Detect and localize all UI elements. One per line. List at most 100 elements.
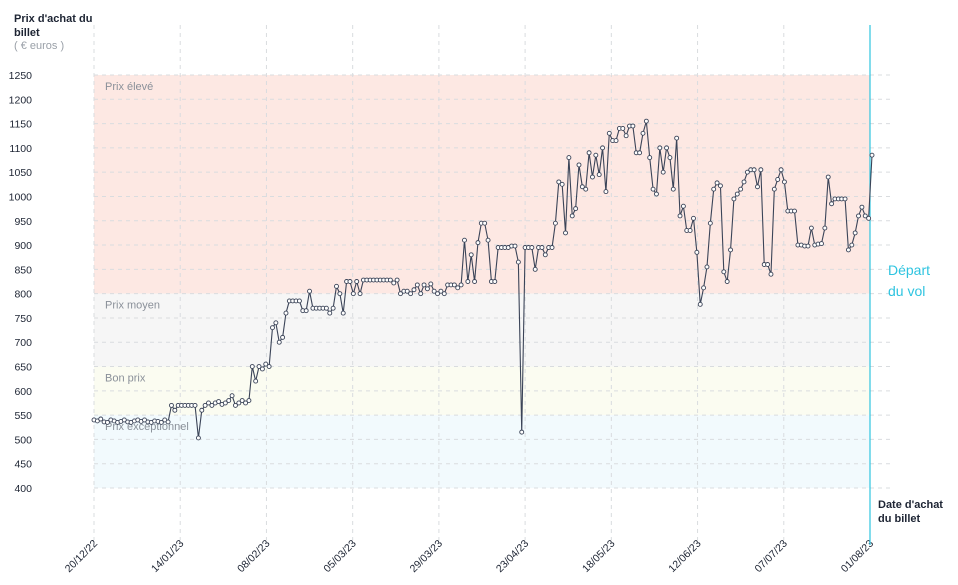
y-tick-label: 1000: [9, 191, 33, 203]
price-point: [199, 407, 205, 413]
price-point: [307, 288, 312, 294]
price-point: [778, 167, 784, 173]
price-point: [542, 252, 548, 258]
price-point: [485, 237, 491, 243]
price-point: [334, 283, 339, 289]
price-point: [98, 416, 104, 422]
price-point: [222, 400, 228, 406]
x-tick-label: 23/04/23: [494, 538, 531, 575]
price-series: [91, 118, 875, 441]
price-point: [158, 419, 164, 425]
price-point: [243, 400, 249, 406]
price-point: [664, 145, 670, 151]
price-point: [596, 172, 602, 178]
y-tick-label: 450: [14, 459, 32, 471]
x-tick-label: 12/06/23: [666, 538, 703, 575]
price-point: [667, 155, 673, 161]
price-point: [866, 215, 872, 221]
price-point: [771, 186, 777, 192]
price-point: [647, 155, 653, 161]
x-axis-ticks: 20/12/22 14/01/23 08/02/23 05/03/23 29/03/23…: [63, 538, 876, 575]
price-point: [259, 366, 265, 372]
price-point: [482, 220, 488, 226]
x-tick-label: 29/03/23: [408, 538, 445, 575]
price-point: [694, 249, 700, 255]
price-point: [590, 174, 595, 180]
price-point: [691, 215, 696, 221]
price-point: [303, 308, 309, 314]
x-tick-label: 20/12/22: [63, 538, 100, 575]
price-point: [475, 240, 481, 246]
price-point: [569, 213, 575, 219]
price-point: [239, 398, 245, 403]
price-point: [266, 364, 272, 369]
x-tick-label: 18/05/23: [580, 538, 617, 575]
price-point: [206, 400, 211, 406]
y-tick-label: 600: [14, 386, 32, 398]
price-point: [869, 152, 875, 158]
y-tick-label: 900: [14, 240, 32, 252]
price-point: [829, 201, 835, 207]
price-point: [620, 125, 626, 131]
price-point: [209, 402, 215, 408]
zone-label: Prix moyen: [105, 300, 160, 312]
price-point: [755, 184, 760, 190]
y-tick-label: 700: [14, 337, 32, 349]
price-point: [674, 135, 680, 141]
price-point: [458, 282, 464, 288]
price-point: [711, 186, 717, 192]
x-tick-label: 01/08/23: [839, 538, 876, 575]
price-point: [398, 291, 403, 297]
price-point: [515, 259, 521, 265]
zone-band: [94, 293, 870, 367]
y-tick-label: 1150: [9, 119, 32, 131]
price-point: [283, 310, 289, 316]
price-point: [105, 419, 110, 425]
price-point: [583, 186, 589, 192]
price-point: [640, 130, 646, 136]
price-point: [431, 288, 437, 294]
price-point: [421, 282, 427, 288]
price-point: [701, 285, 707, 291]
price-point: [229, 393, 235, 399]
price-point: [822, 225, 828, 231]
price-point: [357, 291, 363, 297]
price-point: [169, 402, 174, 408]
price-point: [660, 169, 666, 175]
price-point: [330, 305, 336, 311]
price-point: [468, 252, 474, 258]
price-point: [559, 181, 565, 187]
price-point: [411, 287, 417, 293]
y-axis-ticks: 400 450 500 550 600 650 700 750 800 850 900 950 1000…: [9, 70, 33, 495]
price-point: [593, 152, 599, 158]
price-point: [775, 177, 781, 182]
price-point: [563, 230, 568, 236]
price-point: [472, 279, 478, 284]
price-point: [387, 277, 393, 283]
price-point: [394, 277, 400, 283]
price-point: [172, 407, 178, 413]
price-zones: [94, 75, 870, 488]
price-point: [654, 191, 659, 197]
price-point: [276, 339, 282, 345]
price-point: [273, 320, 279, 326]
price-point: [819, 241, 824, 247]
x-tick-label: 08/02/23: [235, 538, 272, 575]
price-point: [233, 402, 238, 408]
price-point: [462, 237, 467, 243]
price-point: [862, 213, 868, 219]
price-point: [552, 220, 558, 226]
y-tick-label: 550: [14, 410, 32, 422]
price-point: [613, 138, 619, 144]
price-point: [630, 123, 636, 129]
price-point: [249, 364, 255, 369]
price-point: [226, 398, 232, 403]
price-point: [424, 286, 430, 292]
price-point: [529, 245, 535, 250]
price-point: [677, 213, 683, 219]
price-point: [724, 279, 730, 284]
price-point: [680, 203, 686, 209]
price-point: [337, 291, 343, 297]
y-tick-label: 950: [14, 216, 32, 228]
